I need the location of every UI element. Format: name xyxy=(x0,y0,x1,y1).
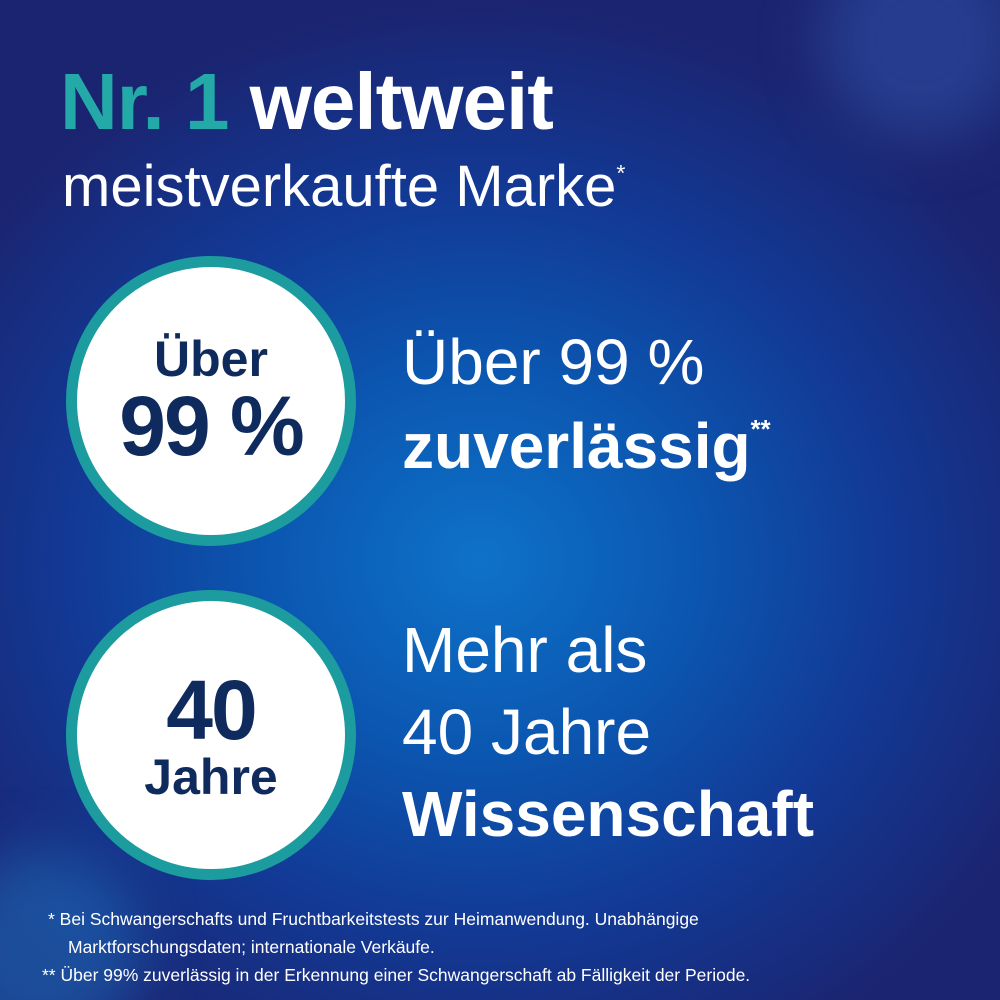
claim-years-line3: Wissenschaft xyxy=(402,778,814,850)
badge-reliability: Über 99 % xyxy=(66,256,356,546)
subline-text: meistverkaufte Marke xyxy=(62,154,617,219)
footnote-1: * Bei Schwangerschafts und Fruchtbarkeit… xyxy=(48,909,699,929)
headline-rest: weltweit xyxy=(249,57,554,146)
badge-line: Über xyxy=(154,331,268,387)
claim-years-line2: 40 Jahre xyxy=(402,696,652,768)
footnote-mark: ** xyxy=(750,416,771,444)
footnote-1-cont: Marktforschungsdaten; internationale Ver… xyxy=(68,937,435,957)
badge-value: 99 % xyxy=(119,379,304,473)
headline-highlight: Nr. 1 xyxy=(60,57,229,146)
bokeh-glow xyxy=(820,0,1000,140)
badge-years: 40 Jahre xyxy=(66,590,356,880)
claim-text: zuverlässig xyxy=(402,410,751,482)
badge-value: 40 xyxy=(166,663,257,757)
footnote-mark: * xyxy=(616,160,626,186)
claim-reliability-line2: zuverlässig** xyxy=(402,414,771,478)
badge-line: Jahre xyxy=(144,749,278,805)
claim-reliability-line1: Über 99 % xyxy=(402,326,705,398)
claim-years-line1: Mehr als xyxy=(402,614,648,686)
subline: meistverkaufte Marke* xyxy=(62,158,625,216)
footnotes: * Bei Schwangerschafts und Fruchtbarkeit… xyxy=(42,905,750,989)
headline: Nr. 1 weltweit xyxy=(60,62,554,142)
footnote-2: ** Über 99% zuverlässig in der Erkennung… xyxy=(42,965,751,985)
